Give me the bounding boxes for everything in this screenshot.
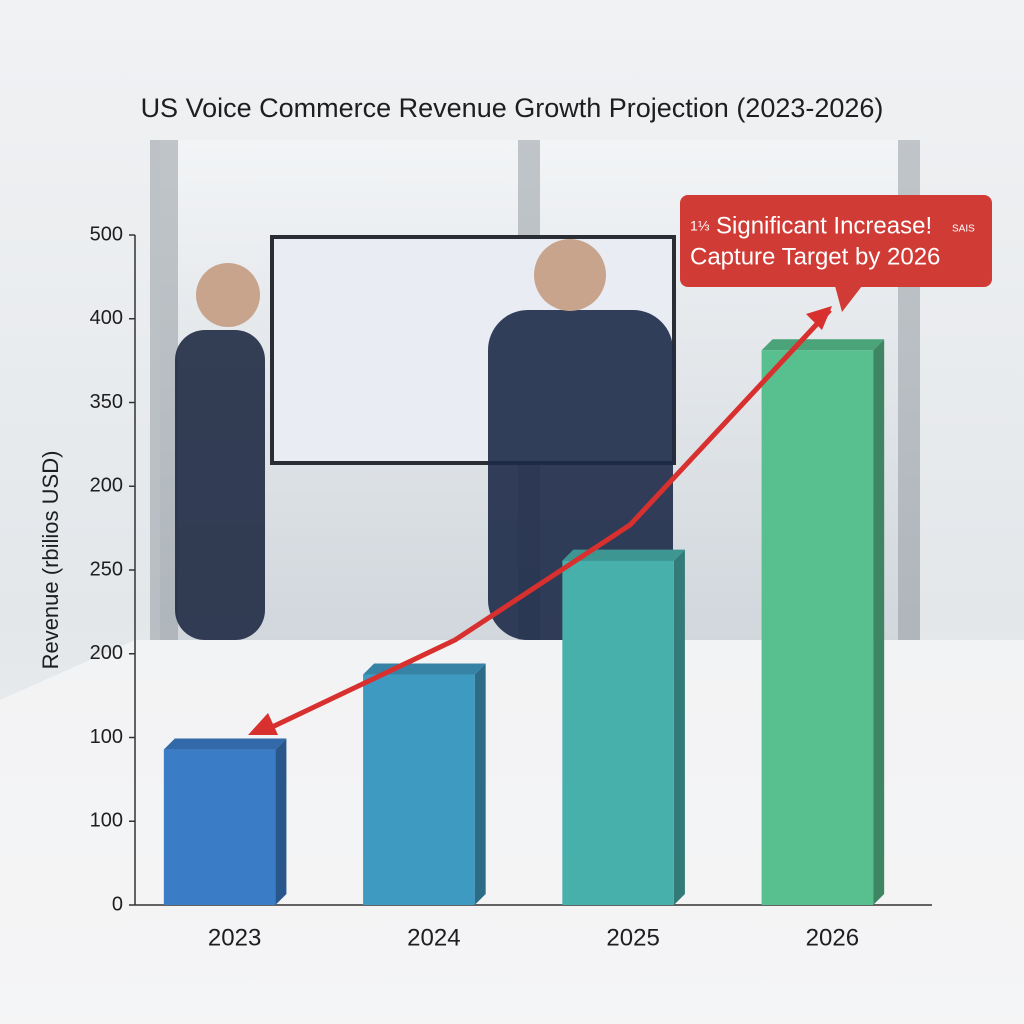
arrow-head	[806, 306, 832, 330]
y-tick-label: 500	[90, 223, 123, 245]
callout-tail	[835, 286, 862, 312]
bar-top	[562, 549, 685, 561]
arrow-head	[248, 713, 278, 735]
bar-side	[873, 339, 885, 905]
bar	[562, 560, 674, 905]
y-tick-label: 100	[90, 726, 123, 748]
trend-arrow	[268, 308, 832, 731]
bar-side	[474, 663, 486, 905]
person-head	[196, 263, 260, 327]
y-tick-label: 100	[90, 810, 123, 832]
x-tick-label: 2023	[208, 924, 261, 951]
y-tick-label: 200	[90, 642, 123, 664]
callout	[680, 195, 992, 287]
plot: 0 100 100 200 250 200 350 400 500 2023 2024 2025 202…	[90, 223, 932, 951]
y-tick-label: 350	[90, 391, 123, 413]
callout-text: SAIS	[952, 224, 975, 235]
window-frame	[150, 140, 178, 640]
bar	[761, 350, 874, 905]
y-tick-label: 400	[90, 307, 123, 329]
person-head	[534, 239, 606, 311]
y-axis-label: Revenue (rbilios USD)	[38, 451, 63, 670]
bar-side	[673, 549, 685, 905]
x-tick-label: 2025	[606, 924, 659, 951]
x-tick-label: 2026	[806, 924, 859, 951]
bar-top	[761, 339, 885, 351]
bar-top	[163, 738, 287, 750]
chart-title: US Voice Commerce Revenue Growth Project…	[141, 93, 884, 123]
callout-text: 1⅓	[690, 218, 710, 234]
bar	[163, 749, 276, 905]
bar	[363, 674, 475, 905]
bar-side	[275, 738, 287, 905]
x-tick-label: 2024	[407, 924, 460, 951]
callout-text: Capture Target by 2026	[690, 243, 940, 270]
person	[175, 330, 265, 640]
callout-text: Significant Increase!	[716, 212, 932, 239]
y-tick-label: 0	[112, 893, 123, 915]
y-tick-label: 250	[90, 558, 123, 580]
y-tick-label: 200	[90, 475, 123, 497]
